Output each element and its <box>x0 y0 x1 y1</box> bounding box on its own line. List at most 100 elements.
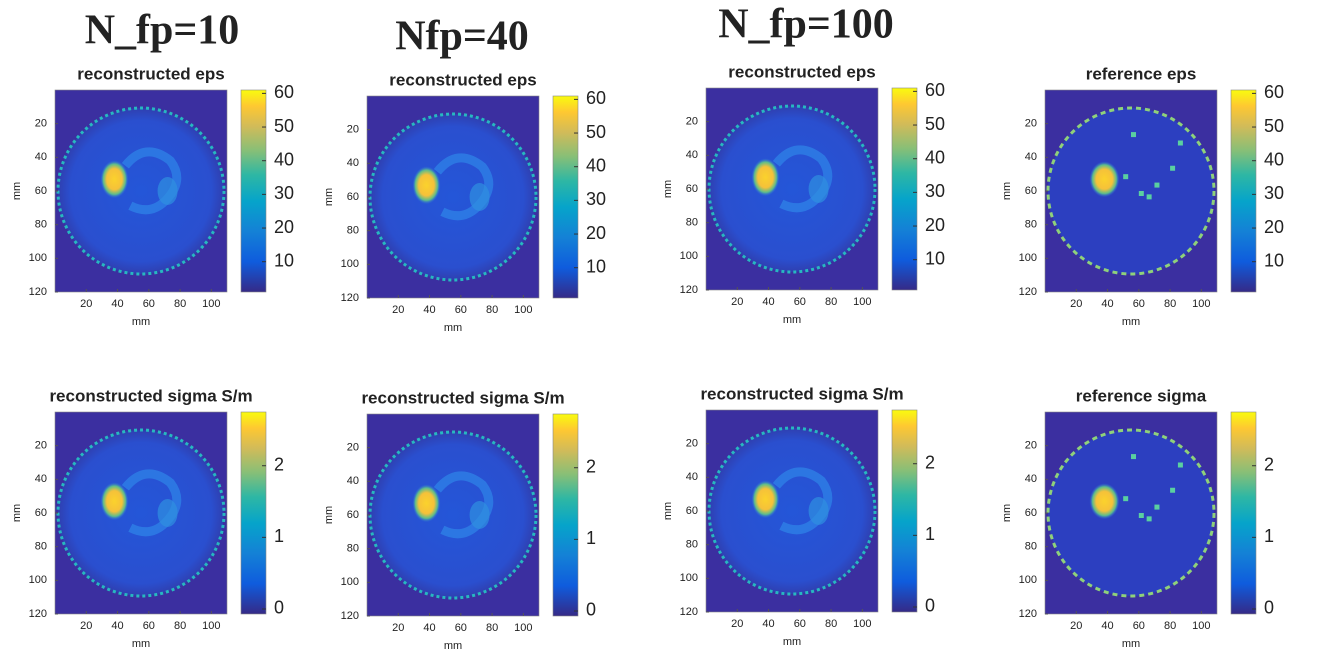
y-tick-label: 60 <box>35 185 47 197</box>
y-tick-label: 100 <box>1019 252 1037 264</box>
y-tick-label: 100 <box>341 258 359 270</box>
y-tick-label: 40 <box>686 149 698 161</box>
structure <box>1177 462 1183 468</box>
x-tick-label: 80 <box>1164 620 1176 632</box>
y-tick-label: 80 <box>1025 541 1037 553</box>
panel-title: reference sigma <box>1076 386 1207 405</box>
panel-title: reconstructed eps <box>389 70 536 89</box>
colorbar-tick-label: 60 <box>925 80 945 100</box>
heading: N_fp=100 <box>718 2 894 48</box>
x-axis-label: mm <box>132 316 150 328</box>
y-tick-label: 60 <box>35 507 47 519</box>
colorbar-tick-label: 20 <box>925 215 945 235</box>
structure <box>1123 174 1129 180</box>
x-tick-label: 60 <box>1133 298 1145 310</box>
x-tick-label: 80 <box>825 296 837 308</box>
x-tick-label: 100 <box>514 622 532 634</box>
x-tick-label: 80 <box>174 620 186 632</box>
x-tick-label: 20 <box>731 618 743 630</box>
disk <box>709 106 875 272</box>
ring <box>1046 106 1216 276</box>
colorbar-tick-label: 10 <box>925 248 945 268</box>
x-tick-label: 100 <box>1192 298 1210 310</box>
x-axis-label: mm <box>783 314 801 326</box>
x-tick-label: 80 <box>1164 298 1176 310</box>
structure <box>808 497 829 525</box>
x-tick-label: 100 <box>1192 620 1210 632</box>
disk <box>709 428 875 594</box>
colorbar <box>891 409 918 613</box>
structure <box>433 153 494 221</box>
colorbar-tick-label: 30 <box>1264 183 1284 203</box>
x-tick-label: 40 <box>423 622 435 634</box>
heading: Nfp=40 <box>395 14 529 60</box>
x-axis-label: mm <box>132 638 150 650</box>
x-tick-label: 100 <box>853 296 871 308</box>
y-tick-label: 100 <box>29 574 47 586</box>
structure <box>1154 504 1160 510</box>
panel-title: reference eps <box>1086 64 1197 83</box>
structure <box>808 175 829 203</box>
inclusion <box>751 158 780 197</box>
colorbar-tick-label: 50 <box>586 122 606 142</box>
inclusion <box>751 480 780 519</box>
y-tick-label: 80 <box>1025 219 1037 231</box>
y-tick-label: 100 <box>1019 574 1037 586</box>
y-tick-label: 120 <box>29 286 47 298</box>
x-axis-label: mm <box>1122 638 1140 650</box>
colorbar-tick-label: 50 <box>925 114 945 134</box>
y-tick-label: 20 <box>1025 118 1037 130</box>
colorbar-tick-label: 30 <box>274 183 294 203</box>
disk <box>1048 430 1214 596</box>
x-tick-label: 40 <box>1101 298 1113 310</box>
y-tick-label: 80 <box>686 539 698 551</box>
colorbar-tick-label: 30 <box>586 189 606 209</box>
panel-title: reconstructed eps <box>728 62 875 81</box>
y-tick-label: 80 <box>686 217 698 229</box>
y-tick-label: 120 <box>1019 608 1037 620</box>
colorbar-tick-label: 30 <box>925 181 945 201</box>
x-tick-label: 80 <box>486 622 498 634</box>
x-tick-label: 20 <box>392 622 404 634</box>
colorbar-tick-label: 50 <box>274 116 294 136</box>
panel-title: reconstructed eps <box>77 64 224 83</box>
colorbar-tick-label: 40 <box>274 149 294 169</box>
y-tick-label: 120 <box>341 292 359 304</box>
x-tick-label: 80 <box>174 298 186 310</box>
colorbar-tick-label: 1 <box>925 524 935 544</box>
x-tick-label: 60 <box>455 304 467 316</box>
y-tick-label: 80 <box>35 541 47 553</box>
y-axis-label: mm <box>662 180 674 198</box>
structure <box>1146 194 1152 200</box>
colorbar <box>1230 89 1257 293</box>
y-tick-label: 40 <box>35 473 47 485</box>
panel-title: reconstructed sigma S/m <box>361 388 564 407</box>
disk <box>370 114 536 280</box>
x-tick-label: 100 <box>853 618 871 630</box>
y-tick-label: 40 <box>35 151 47 163</box>
x-axis-label: mm <box>783 636 801 648</box>
x-tick-label: 100 <box>202 620 220 632</box>
y-tick-label: 80 <box>35 219 47 231</box>
y-axis-label: mm <box>323 188 335 206</box>
structure <box>1154 182 1160 188</box>
y-tick-label: 40 <box>347 475 359 487</box>
y-tick-label: 40 <box>686 471 698 483</box>
structure <box>469 501 490 529</box>
colorbar-tick-label: 10 <box>586 256 606 276</box>
inclusion <box>1089 483 1120 520</box>
y-tick-label: 80 <box>347 543 359 555</box>
y-tick-label: 60 <box>686 505 698 517</box>
structure <box>1177 140 1183 146</box>
x-tick-label: 60 <box>143 298 155 310</box>
colorbar-tick-label: 0 <box>1264 598 1274 618</box>
y-tick-label: 20 <box>35 118 47 130</box>
y-axis-label: mm <box>662 502 674 520</box>
colorbar-tick-label: 40 <box>586 155 606 175</box>
y-axis-label: mm <box>11 182 23 200</box>
structure <box>1131 454 1136 460</box>
colorbar-tick-label: 60 <box>586 88 606 108</box>
x-tick-label: 20 <box>1070 620 1082 632</box>
structure <box>1170 165 1176 171</box>
